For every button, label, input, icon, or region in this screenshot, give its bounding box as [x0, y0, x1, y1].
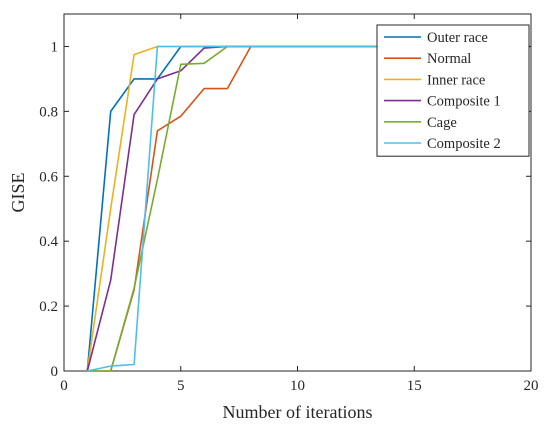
- x-tick-label: 10: [290, 378, 305, 394]
- legend-label: Normal: [427, 51, 471, 67]
- x-tick-label: 5: [177, 378, 185, 394]
- legend-label: Composite 1: [427, 94, 501, 110]
- tick-layer: [63, 14, 532, 372]
- x-tick-label: 15: [407, 378, 422, 394]
- x-axis-label: Number of iterations: [223, 402, 373, 422]
- legend-label: Inner race: [427, 72, 485, 88]
- legend: Outer race Normal Inner race Composite 1 Cag…: [376, 24, 530, 157]
- y-tick-label: 0.6: [39, 169, 58, 185]
- series-line-cage: [87, 45, 531, 372]
- y-tick-label: 0.8: [39, 104, 58, 120]
- series-line-composite-2: [87, 45, 531, 372]
- legend-label: Cage: [427, 115, 457, 131]
- y-tick-label: 0: [51, 364, 59, 380]
- y-tick-label: 0.2: [39, 299, 58, 315]
- x-tick-label: 20: [524, 378, 539, 394]
- legend-box: [376, 24, 530, 157]
- x-tick-label: 0: [60, 378, 68, 394]
- legend-label: Outer race: [427, 30, 488, 46]
- y-tick-label: 1: [51, 39, 59, 55]
- series-layer: [86, 45, 531, 372]
- legend-label: Composite 2: [427, 136, 501, 152]
- y-axis-label: GISE: [8, 172, 28, 212]
- y-tick-label: 0.4: [39, 234, 58, 250]
